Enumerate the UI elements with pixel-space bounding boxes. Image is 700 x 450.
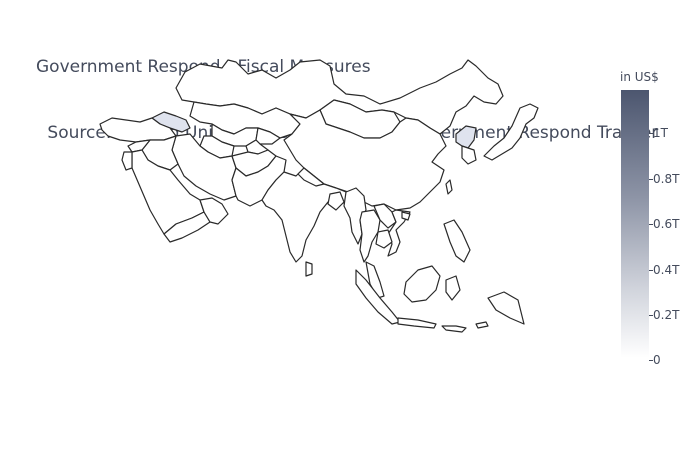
colorbar-tick-0.2T: 0.2T [653, 308, 680, 322]
colorbar-tickmark [649, 179, 653, 180]
colorbar-tickmark [649, 360, 653, 361]
country-cambodia[interactable] [375, 229, 393, 249]
colorbar-tickmark [649, 224, 653, 225]
country-north-korea[interactable] [455, 125, 477, 149]
country-south-korea[interactable] [461, 145, 477, 165]
colorbar-tick-1T: 1T [653, 126, 668, 140]
country-nepal[interactable] [297, 167, 325, 187]
country-hainan[interactable] [401, 211, 411, 221]
country-taiwan[interactable] [445, 179, 453, 195]
country-borneo[interactable] [403, 265, 441, 303]
colorbar-tickmark [649, 315, 653, 316]
country-japan[interactable] [483, 103, 539, 161]
country-vietnam[interactable] [387, 209, 411, 257]
country-philippines[interactable] [443, 219, 471, 263]
country-oman[interactable] [199, 197, 229, 225]
colorbar-title: in US$ [620, 70, 659, 84]
country-java[interactable] [397, 317, 437, 329]
colorbar-tick-0.8T: 0.8T [653, 172, 680, 186]
country-papua[interactable] [487, 291, 525, 325]
colorbar-tickmark [649, 133, 653, 134]
country-indonesia-sumatra[interactable] [355, 269, 401, 325]
colorbar-tickmark [649, 270, 653, 271]
country-sri-lanka[interactable] [305, 261, 313, 277]
country-bangladesh[interactable] [327, 191, 345, 211]
colorbar-tick-0.6T: 0.6T [653, 217, 680, 231]
colorbar-gradient [621, 90, 649, 358]
colorbar-tick-0.4T: 0.4T [653, 263, 680, 277]
country-malaysia[interactable] [365, 261, 385, 299]
country-timor[interactable] [475, 321, 489, 329]
country-israel-jordan[interactable] [121, 151, 133, 171]
country-lesser-sunda[interactable] [441, 325, 467, 333]
country-sulawesi[interactable] [445, 275, 461, 301]
colorbar-tick-0: 0 [653, 353, 661, 367]
